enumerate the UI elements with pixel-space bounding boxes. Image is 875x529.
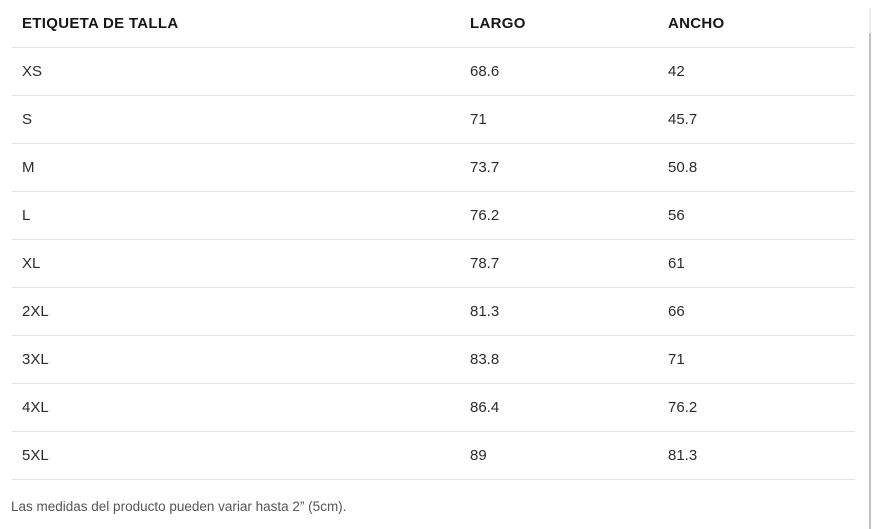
largo-cell: 81.3	[470, 303, 500, 320]
ancho-cell: 56	[668, 207, 685, 224]
scrollbar-thumb[interactable]	[869, 33, 871, 529]
largo-cell: 89	[470, 447, 487, 464]
ancho-cell: 42	[668, 63, 685, 80]
size-label-cell: XS	[22, 63, 43, 80]
scrollbar[interactable]	[869, 8, 871, 529]
size-label-cell: 2XL	[22, 303, 49, 320]
largo-cell: 83.8	[470, 351, 500, 368]
table-row: 2XL 81.3 66	[12, 288, 855, 336]
size-label-cell: 5XL	[22, 447, 49, 464]
table-row: 3XL 83.8 71	[12, 336, 855, 384]
largo-cell: 73.7	[470, 159, 500, 176]
table-row: 5XL 89 81.3	[12, 432, 855, 480]
table-row: 4XL 86.4 76.2	[12, 384, 855, 432]
size-label-cell: 4XL	[22, 399, 49, 416]
table-row: XS 68.6 42	[12, 48, 855, 96]
table-row: XL 78.7 61	[12, 240, 855, 288]
ancho-cell: 61	[668, 255, 685, 272]
size-label-cell: 3XL	[22, 351, 49, 368]
ancho-cell: 50.8	[668, 159, 698, 176]
table-row: M 73.7 50.8	[12, 144, 855, 192]
table-row: L 76.2 56	[12, 192, 855, 240]
ancho-cell: 66	[668, 303, 685, 320]
largo-cell: 76.2	[470, 207, 500, 224]
column-header-ancho: ANCHO	[668, 15, 725, 32]
largo-cell: 78.7	[470, 255, 500, 272]
size-label-cell: L	[22, 207, 31, 224]
size-label-cell: XL	[22, 255, 41, 272]
size-label-cell: S	[22, 111, 33, 128]
largo-cell: 86.4	[470, 399, 500, 416]
column-header-etiqueta-de-talla: ETIQUETA DE TALLA	[22, 15, 179, 32]
largo-cell: 68.6	[470, 63, 500, 80]
ancho-cell: 45.7	[668, 111, 698, 128]
column-header-largo: LARGO	[470, 15, 526, 32]
ancho-cell: 76.2	[668, 399, 698, 416]
largo-cell: 71	[470, 111, 487, 128]
ancho-cell: 71	[668, 351, 685, 368]
table-row: S 71 45.7	[12, 96, 855, 144]
size-chart-table: ETIQUETA DE TALLA LARGO ANCHO XS 68.6 42…	[12, 0, 855, 480]
table-header-row: ETIQUETA DE TALLA LARGO ANCHO	[12, 0, 855, 48]
measurement-disclaimer: Las medidas del producto pueden variar h…	[11, 499, 347, 514]
size-label-cell: M	[22, 159, 35, 176]
ancho-cell: 81.3	[668, 447, 698, 464]
